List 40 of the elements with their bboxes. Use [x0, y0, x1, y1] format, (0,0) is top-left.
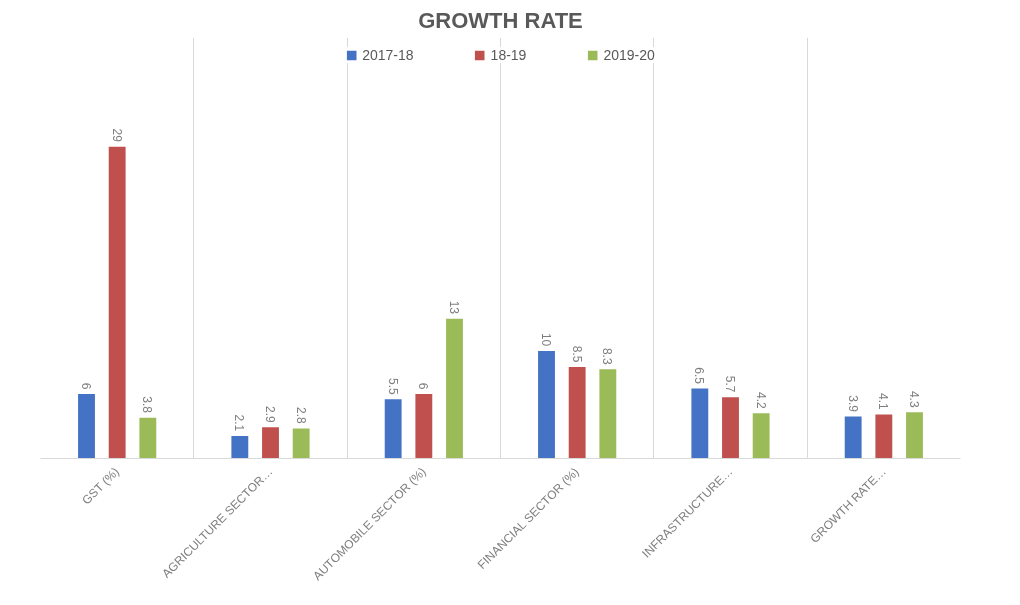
data-label: 5.7 — [723, 375, 737, 393]
data-label: 8.5 — [569, 345, 584, 363]
legend-label: 2017-18 — [362, 47, 414, 63]
chart-title: GROWTH RATE — [418, 7, 583, 33]
data-label: 10 — [539, 332, 553, 347]
bar — [568, 367, 586, 459]
data-label: 4.2 — [753, 391, 768, 409]
bar — [415, 393, 433, 459]
data-label: 5.5 — [385, 378, 400, 395]
bar — [875, 414, 893, 459]
bar — [446, 318, 463, 459]
bar — [691, 388, 709, 459]
data-label: 13 — [447, 300, 461, 315]
bar — [599, 369, 617, 459]
bar — [906, 412, 923, 459]
data-label: 6.5 — [692, 367, 707, 385]
data-label: 4.3 — [907, 390, 921, 408]
bar — [108, 146, 126, 459]
data-label: 2.8 — [293, 407, 308, 425]
bar — [262, 427, 279, 459]
data-label: 3.9 — [845, 395, 860, 413]
data-label: 4.1 — [876, 393, 891, 411]
data-label: 6 — [79, 382, 93, 390]
bar — [722, 397, 739, 459]
bar — [231, 435, 249, 459]
bar — [752, 413, 770, 459]
legend-label: 2019-20 — [603, 47, 655, 63]
bar — [384, 399, 402, 459]
data-label: 6 — [416, 382, 431, 390]
bar — [292, 428, 310, 459]
data-label: 29 — [109, 128, 124, 143]
data-label: 3.8 — [140, 396, 155, 414]
bar — [139, 417, 157, 459]
bar — [78, 393, 95, 459]
legend-label: 18-19 — [490, 47, 527, 63]
data-label: 2.9 — [263, 405, 277, 423]
bar — [844, 416, 862, 459]
bar — [538, 350, 555, 459]
data-label: 8.3 — [600, 347, 615, 365]
data-label: 2.1 — [232, 414, 247, 432]
